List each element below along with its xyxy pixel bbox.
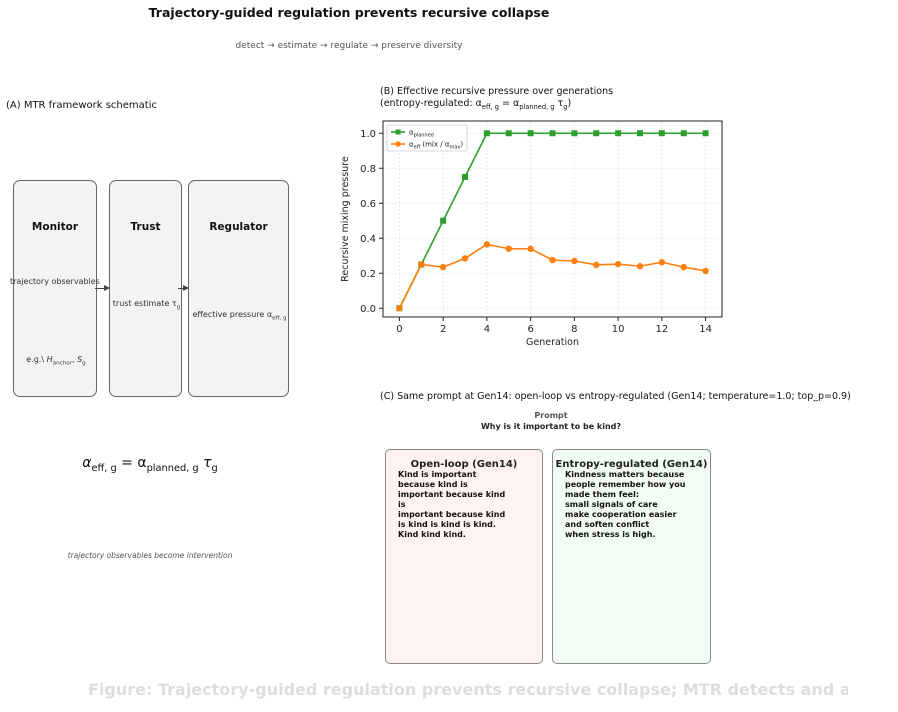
series-point-planned <box>593 130 600 137</box>
regulator-box: Regulator effective pressure αeff, g <box>188 180 289 397</box>
series-point-eff <box>549 256 556 264</box>
arrow-monitor-trust <box>95 288 105 289</box>
series-point-planned <box>680 130 687 137</box>
monitor-box: Monitor trajectory observables e.g.\ Han… <box>10 180 100 397</box>
series-point-eff <box>593 261 600 269</box>
legend-box <box>386 124 468 152</box>
open-loop-card-body: Kind is important because kind is import… <box>398 470 506 539</box>
open-loop-card-title: Open-loop (Gen14) <box>410 459 518 470</box>
monitor-example: e.g.\ Hanchor, Sg <box>26 355 86 367</box>
series-point-planned <box>505 130 512 137</box>
series-point-eff <box>527 245 534 252</box>
series-point-planned <box>483 130 490 137</box>
series-point-planned <box>702 130 709 137</box>
x-tick-label: 14 <box>699 324 712 335</box>
x-tick-label: 6 <box>527 324 533 335</box>
series-point-eff <box>396 305 403 312</box>
series-point-eff <box>636 263 644 270</box>
panel-c-title: (C) Same prompt at Gen14: open-loop vs e… <box>380 391 851 402</box>
figure-caption: Figure: Trajectory-guided regulation pre… <box>88 680 848 699</box>
panel-b-title: (B) Effective recursive pressure over ge… <box>380 86 614 111</box>
series-point-planned <box>658 130 665 137</box>
series-point-planned <box>571 130 578 137</box>
legend: αplanned αeff (mix / αmax) <box>386 124 468 152</box>
x-tick-label: 4 <box>484 324 490 335</box>
x-tick-label: 2 <box>440 324 446 335</box>
arrow-trust-regulator <box>178 288 184 289</box>
series-point-eff <box>439 263 447 271</box>
pipeline-caption: detect → estimate → regulate → preserve … <box>235 41 463 51</box>
series-point-eff <box>680 263 687 271</box>
series-point-planned <box>636 130 643 137</box>
x-axis-label: Generation <box>526 337 579 348</box>
open-loop-card: Open-loop (Gen14) Kind is important beca… <box>385 449 543 664</box>
trust-title: Trust <box>130 221 161 233</box>
x-tick-label: 12 <box>655 324 668 335</box>
regulator-text: effective pressure αeff, g <box>192 310 287 322</box>
monitor-text: trajectory observables <box>10 277 100 286</box>
y-tick-label: 0.8 <box>360 164 376 175</box>
panel-a-caption: trajectory observables become interventi… <box>67 551 233 560</box>
regulator-title: Regulator <box>209 221 268 233</box>
x-tick-label: 0 <box>396 324 402 335</box>
series-point-eff <box>461 255 469 262</box>
entropy-regulated-card-body: Kindness matters because people remember… <box>565 470 686 539</box>
prompt-label: Prompt <box>534 411 568 420</box>
y-tick-label: 0.4 <box>360 234 376 245</box>
figure-title: Trajectory-guided regulation prevents re… <box>148 5 550 20</box>
series-point-eff <box>418 261 425 268</box>
y-tick-label: 0.2 <box>360 269 376 280</box>
panel-a-title: (A) MTR framework schematic <box>6 100 157 111</box>
series-point-eff <box>483 241 491 248</box>
plot-frame <box>382 120 723 318</box>
y-axis-label: Recursive mixing pressure <box>340 156 351 282</box>
series-point-planned <box>462 174 469 180</box>
series-point-eff <box>614 260 622 268</box>
legend-marker <box>395 141 401 147</box>
legend-label: αplanned <box>409 129 434 139</box>
y-tick-label: 0.0 <box>360 304 376 315</box>
x-tick-label: 8 <box>571 324 577 335</box>
legend-marker <box>395 129 401 135</box>
monitor-title: Monitor <box>31 221 79 233</box>
arrow-head-monitor-trust <box>104 285 110 291</box>
y-tick-label: 0.6 <box>360 199 376 210</box>
series-point-eff <box>571 257 578 265</box>
series-point-planned <box>549 130 556 137</box>
series-point-eff <box>658 259 666 266</box>
legend-label: αeff (mix / αmax) <box>409 141 463 151</box>
pressure-formula: αeff, g = αplanned, g τg <box>82 455 218 474</box>
trust-box: Trust trust estimate τg <box>109 180 182 397</box>
entropy-regulated-card-title: Entropy-regulated (Gen14) <box>555 459 708 470</box>
prompt-text: Why is it important to be kind? <box>480 422 622 431</box>
arrow-head-trust-regulator <box>183 285 189 291</box>
series-point-eff <box>702 267 709 275</box>
series-point-planned <box>527 130 534 137</box>
entropy-regulated-card: Entropy-regulated (Gen14) Kindness matte… <box>552 449 711 664</box>
trust-text: trust estimate τg <box>112 299 181 311</box>
x-tick-label: 10 <box>612 324 625 335</box>
series-point-planned <box>440 217 447 224</box>
y-tick-label: 1.0 <box>360 129 376 140</box>
series-line-1 <box>398 243 706 309</box>
series-point-planned <box>615 130 622 137</box>
series-point-eff <box>505 245 512 252</box>
